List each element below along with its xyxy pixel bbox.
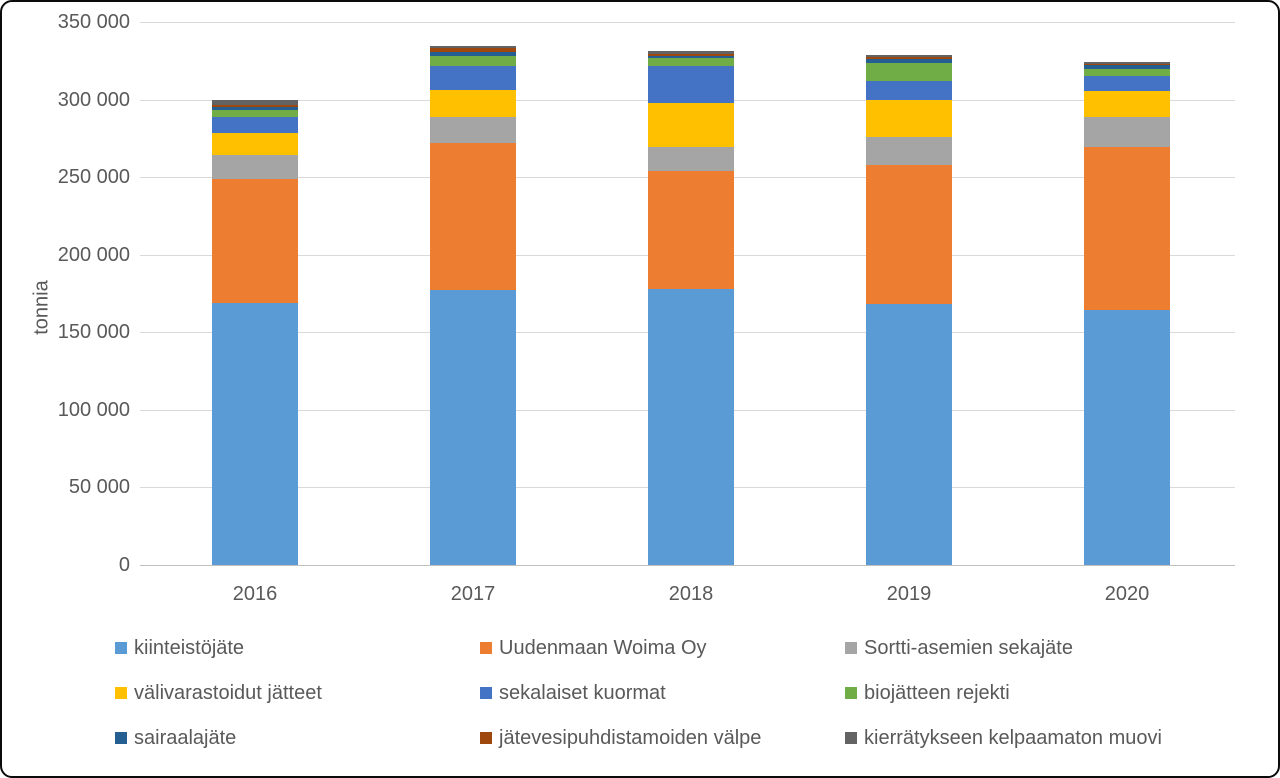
legend-swatch (845, 732, 857, 744)
y-tick-label: 250 000 (57, 166, 130, 189)
bar-segment (648, 146, 734, 171)
bar-segment (866, 80, 952, 100)
bar-segment (212, 99, 298, 106)
x-axis-label: 2016 (232, 583, 278, 605)
bar-segment (1084, 146, 1170, 310)
legend-item: biojätteen rejekti (845, 679, 1010, 707)
bar-segment (430, 51, 516, 57)
y-tick-label: 0 (118, 554, 130, 576)
legend-item: välivarastoidut jätteet (115, 679, 322, 707)
y-tick-label: 300 000 (57, 88, 130, 111)
bar-2018 (648, 51, 734, 565)
bar-segment (430, 48, 516, 52)
bar-segment (212, 110, 298, 118)
bar-segment (430, 143, 516, 291)
bar-segment (212, 117, 298, 133)
bar-segment (866, 304, 952, 565)
legend-item: kierrätykseen kelpaamaton muovi (845, 724, 1162, 752)
gridline (140, 22, 1235, 23)
bar-segment (648, 53, 734, 57)
bar-segment (430, 66, 516, 90)
bar-2019 (866, 54, 952, 565)
bar-segment (648, 170, 734, 289)
y-axis-title: tonnia (30, 280, 53, 335)
bar-segment (866, 136, 952, 165)
legend-label: sairaalajäte (134, 726, 237, 749)
y-tick-label: 50 000 (68, 476, 130, 499)
legend-item: sekalaiset kuormat (480, 679, 666, 707)
bar-segment (866, 63, 952, 81)
legend-label: kierrätykseen kelpaamaton muovi (864, 726, 1162, 749)
bar-segment (212, 107, 298, 111)
bar-segment (648, 66, 734, 103)
legend-swatch (845, 642, 857, 654)
legend-swatch (115, 687, 127, 699)
legend-item: Sortti-asemien sekajäte (845, 634, 1073, 662)
x-axis-label: 2020 (1104, 583, 1150, 605)
bar-segment (648, 56, 734, 59)
bar-segment (1084, 309, 1170, 565)
x-axis-label: 2017 (450, 583, 496, 605)
x-axis-label: 2018 (668, 583, 714, 605)
bar-segment (430, 46, 516, 49)
bar-segment (212, 178, 298, 303)
bar-segment (1084, 116, 1170, 147)
bar-segment (430, 290, 516, 565)
legend-swatch (480, 642, 492, 654)
y-tick-label: 150 000 (57, 321, 130, 344)
bar-segment (430, 56, 516, 67)
bar-segment (866, 57, 952, 60)
bar-segment (866, 59, 952, 64)
bar-segment (866, 99, 952, 137)
bar-segment (212, 154, 298, 179)
bar-segment (648, 102, 734, 147)
bar-segment (430, 116, 516, 144)
legend-item: kiinteistöjäte (115, 634, 244, 662)
x-axis-label: 2019 (886, 583, 932, 605)
bar-segment (1084, 63, 1170, 66)
legend-label: Uudenmaan Woima Oy (499, 636, 707, 659)
legend-label: biojätteen rejekti (864, 681, 1010, 704)
bar-2020 (1084, 61, 1170, 565)
legend-label: kiinteistöjäte (134, 636, 245, 659)
bar-2017 (430, 46, 516, 565)
y-tick-label: 200 000 (57, 243, 130, 266)
x-axis-line (140, 565, 1235, 566)
legend-swatch (845, 687, 857, 699)
legend-label: sekalaiset kuormat (499, 681, 666, 704)
bar-segment (1084, 61, 1170, 64)
bar-segment (212, 105, 298, 108)
bar-segment (866, 164, 952, 305)
bar-segment (1084, 68, 1170, 76)
legend-swatch (480, 687, 492, 699)
legend-swatch (480, 732, 492, 744)
legend-swatch (115, 732, 127, 744)
bar-segment (1084, 75, 1170, 92)
legend-item: sairaalajäte (115, 724, 236, 752)
bar-segment (648, 288, 734, 565)
y-tick-label: 350 000 (57, 11, 130, 33)
bar-segment (430, 89, 516, 117)
legend-label: jätevesipuhdistamoiden välpe (499, 726, 762, 749)
bar-segment (1084, 65, 1170, 69)
legend-label: Sortti-asemien sekajäte (864, 636, 1073, 659)
legend-item: jätevesipuhdistamoiden välpe (480, 724, 761, 752)
bar-segment (212, 302, 298, 565)
bar-segment (648, 58, 734, 67)
bar-2016 (212, 99, 298, 565)
legend-item: Uudenmaan Woima Oy (480, 634, 707, 662)
bar-segment (648, 51, 734, 54)
bar-segment (212, 132, 298, 155)
y-tick-label: 100 000 (57, 398, 130, 421)
bar-segment (1084, 91, 1170, 117)
legend-swatch (115, 642, 127, 654)
legend-label: välivarastoidut jätteet (134, 681, 322, 704)
bar-segment (866, 54, 952, 58)
